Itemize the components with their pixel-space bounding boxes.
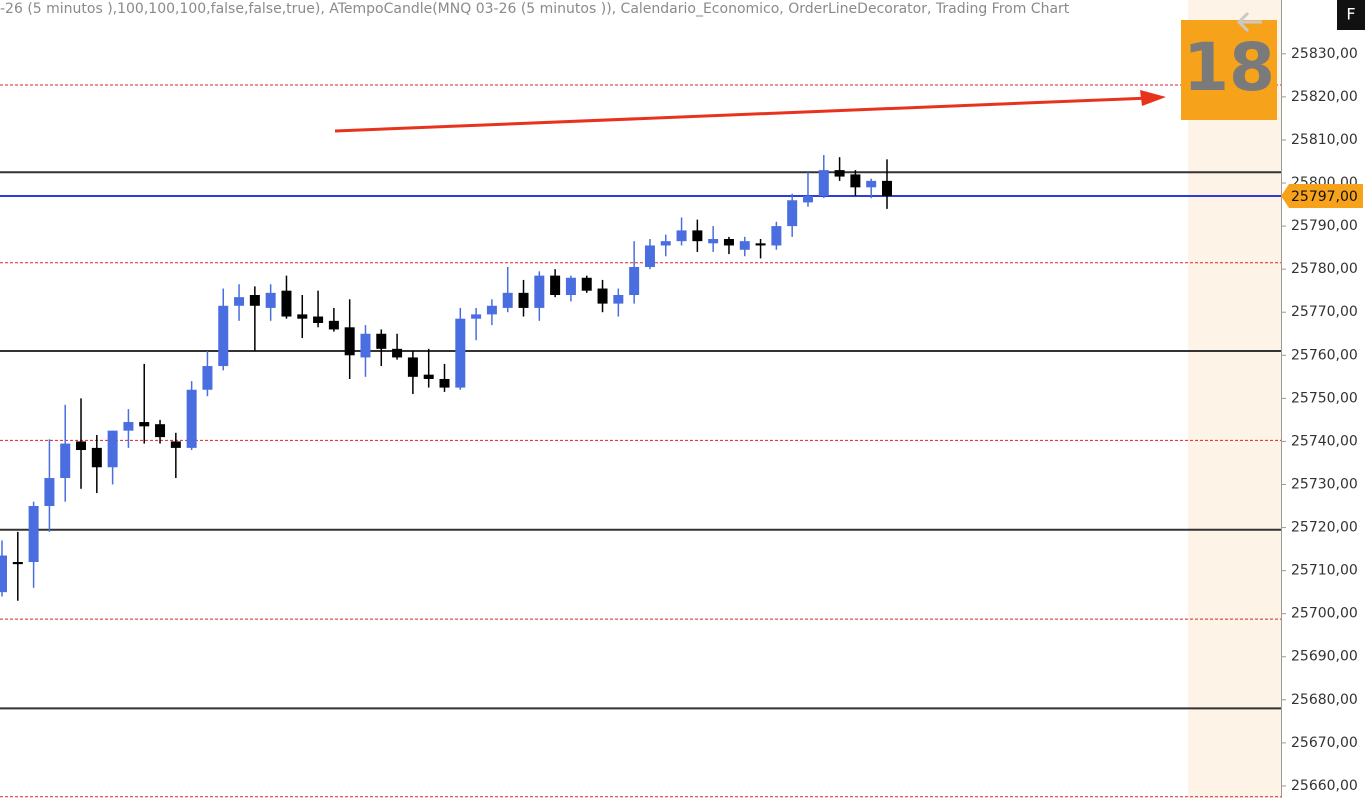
candle-body xyxy=(486,305,497,315)
candle-body xyxy=(281,290,292,317)
candle-body xyxy=(471,314,482,319)
y-tick-label: 25660,00 xyxy=(1291,778,1358,794)
future-zone xyxy=(1188,0,1281,798)
candle-body xyxy=(60,443,71,479)
candle-body xyxy=(28,506,39,563)
y-tick-label: 25680,00 xyxy=(1291,692,1358,708)
candle-body xyxy=(313,316,324,323)
candle-body xyxy=(107,430,118,468)
candle-body xyxy=(802,195,813,203)
candle-body xyxy=(723,239,734,246)
candle-body xyxy=(234,297,245,306)
candle-body xyxy=(534,275,545,308)
trend-arrowhead xyxy=(1140,90,1166,106)
candle-body xyxy=(455,318,466,388)
y-tick-label: 25700,00 xyxy=(1291,606,1358,622)
candle-body xyxy=(787,200,798,227)
candle-body xyxy=(423,374,434,379)
back-arrow[interactable] xyxy=(1236,11,1262,33)
plot-area xyxy=(0,84,1281,798)
candle-body xyxy=(834,170,845,177)
indicator-caption: -26 (5 minutos ),100,100,100,false,false… xyxy=(0,1,1070,17)
candle-body xyxy=(550,275,561,295)
candle-body xyxy=(439,378,450,388)
candle-body xyxy=(407,357,418,377)
candle-body xyxy=(581,277,592,291)
trend-arrow xyxy=(334,96,1151,133)
candle-body xyxy=(771,226,782,246)
candle-body xyxy=(565,277,576,295)
candle-body xyxy=(123,422,134,431)
y-tick-label: 25820,00 xyxy=(1291,89,1358,105)
y-tick-label: 25760,00 xyxy=(1291,347,1358,363)
y-tick-label: 25780,00 xyxy=(1291,261,1358,277)
candle-body xyxy=(12,562,23,565)
y-tick-label: 25830,00 xyxy=(1291,46,1358,62)
candle-body xyxy=(297,314,308,319)
candle-body xyxy=(76,441,87,451)
candle-body xyxy=(613,294,624,304)
candle-body xyxy=(265,292,276,308)
y-tick-label: 25730,00 xyxy=(1291,476,1358,492)
y-tick-label: 25720,00 xyxy=(1291,520,1358,536)
y-tick-label: 25810,00 xyxy=(1291,132,1358,148)
badge-number: 18 xyxy=(1183,29,1275,106)
candle-body xyxy=(344,327,355,356)
candle-body xyxy=(170,441,181,448)
candle-body xyxy=(360,333,371,358)
button-f-label[interactable]: F xyxy=(1346,5,1355,24)
candle-body xyxy=(91,447,102,468)
candle-body xyxy=(139,422,150,427)
candle-body xyxy=(629,267,640,295)
candle-body xyxy=(644,245,655,268)
candle-body xyxy=(755,243,766,246)
candle-body xyxy=(249,294,260,306)
candle-body xyxy=(392,348,403,358)
candle-body xyxy=(882,180,892,196)
candle-body xyxy=(44,478,55,507)
candle-body xyxy=(597,288,608,304)
candle-body xyxy=(202,366,213,390)
candle-body xyxy=(660,241,671,246)
candle-body xyxy=(0,555,7,593)
badge xyxy=(1181,20,1277,120)
price-label: 25797,00 xyxy=(1291,189,1358,205)
candle-body xyxy=(218,305,229,367)
y-tick-label: 25750,00 xyxy=(1291,390,1358,406)
candle-body xyxy=(866,180,877,188)
candle-body xyxy=(518,292,529,308)
candle-body xyxy=(376,333,387,349)
button-f[interactable] xyxy=(1337,0,1365,30)
candle-body xyxy=(328,320,339,330)
y-tick-label: 25790,00 xyxy=(1291,218,1358,234)
candle-body xyxy=(818,170,829,196)
candle-body xyxy=(739,241,750,250)
candle-body xyxy=(692,230,703,242)
y-tick-label: 25670,00 xyxy=(1291,735,1358,751)
candle-body xyxy=(676,230,687,242)
candle-body xyxy=(502,292,513,308)
candle-body xyxy=(155,424,166,438)
y-tick-label: 25690,00 xyxy=(1291,649,1358,665)
candle-body xyxy=(708,239,719,244)
y-tick-label: 25710,00 xyxy=(1291,563,1358,579)
price-label-box xyxy=(1281,183,1363,208)
candle-body xyxy=(186,389,197,448)
y-tick-label: 25770,00 xyxy=(1291,304,1358,320)
y-tick-label: 25740,00 xyxy=(1291,433,1358,449)
candle-body xyxy=(850,174,861,188)
